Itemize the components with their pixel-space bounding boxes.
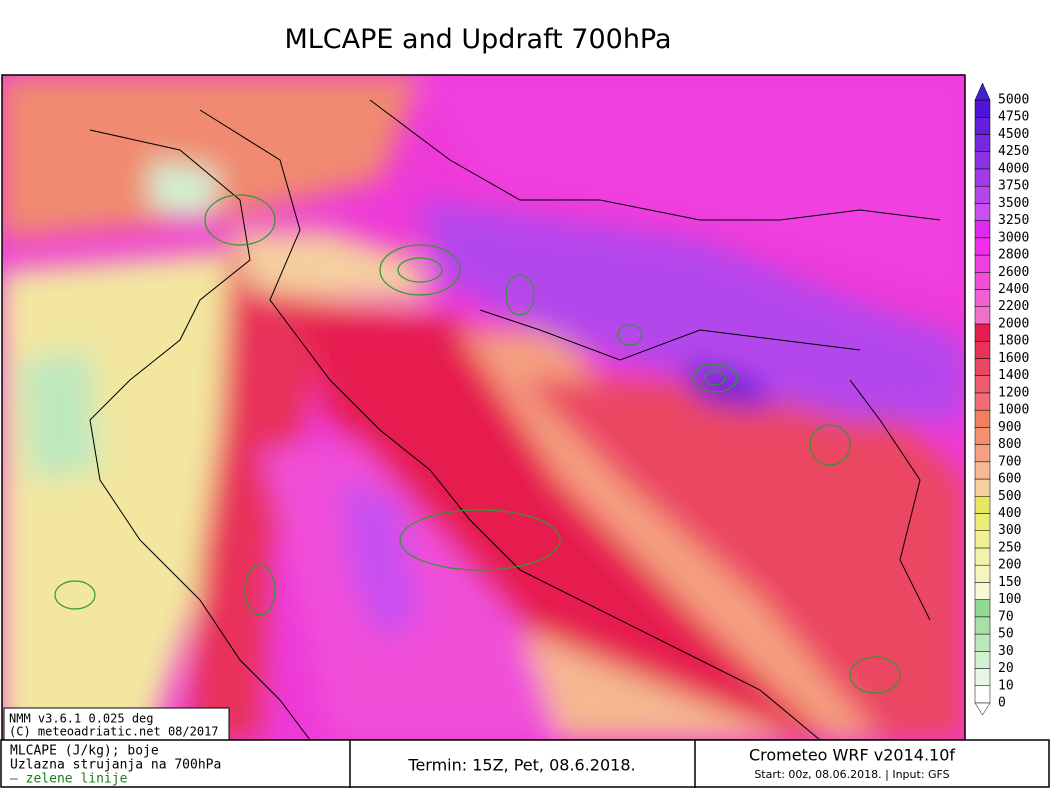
colorbar-label: 2000 (998, 316, 1029, 331)
colorbar-swatch (974, 582, 991, 600)
colorbar-swatch (974, 392, 991, 411)
colorbar-label: 2800 (998, 248, 1029, 263)
colorbar-swatch (974, 168, 991, 187)
copyright-line: (C) meteoadriatic.net 08/2017 (9, 725, 219, 739)
colorbar-label: 30 (998, 644, 1014, 659)
colorbar-label: 0 (998, 696, 1006, 711)
colorbar-label: 3500 (998, 196, 1029, 211)
colorbar-swatch (974, 427, 991, 445)
colorbar-label: 2600 (998, 265, 1029, 280)
colorbar-swatch (974, 289, 991, 307)
colorbar-label: 300 (998, 523, 1021, 538)
colorbar-swatch (974, 496, 991, 514)
colorbar-swatch (974, 306, 991, 325)
colorbar-swatch (974, 237, 991, 256)
footer: MLCAPE (J/kg); boje Uzlazna strujanja na… (0, 739, 1050, 788)
colorbar-label: 3250 (998, 213, 1029, 228)
colorbar-label: 700 (998, 454, 1021, 469)
colorbar-label: 200 (998, 558, 1021, 573)
colorbar-label: 250 (998, 540, 1021, 555)
colorbar-label: 10 (998, 678, 1014, 693)
colorbar-swatch (974, 513, 991, 531)
colorbar: 0 10 20 30 50 70 100 150 200 250 300 400 500 600 700 80… (974, 82, 1029, 716)
colorbar-swatch (974, 134, 991, 152)
colorbar-swatch (974, 409, 991, 428)
colorbar-label: 20 (998, 661, 1014, 676)
colorbar-label: 4250 (998, 144, 1029, 159)
footer-right-title: Crometeo WRF v2014.10f (749, 746, 955, 765)
colorbar-swatch (974, 323, 991, 342)
colorbar-swatch (974, 375, 991, 394)
colorbar-swatch (974, 340, 991, 359)
colorbar-label: 500 (998, 489, 1021, 504)
colorbar-arrow-bottom (974, 702, 991, 716)
footer-middle: Termin: 15Z, Pet, 08.6.2018. (407, 756, 635, 775)
colorbar-label: 1400 (998, 368, 1029, 383)
colorbar-swatch (974, 358, 991, 376)
colorbar-swatch (974, 444, 991, 463)
colorbar-swatch (974, 203, 991, 221)
footer-right-sub: Start: 00z, 08.06.2018. | Input: GFS (754, 768, 949, 781)
colorbar-label: 4750 (998, 110, 1029, 125)
colorbar-label: 4500 (998, 127, 1029, 142)
colorbar-swatch (974, 651, 991, 669)
colorbar-swatch (974, 633, 991, 652)
colorbar-swatch (974, 478, 991, 497)
colorbar-swatch (974, 530, 991, 549)
colorbar-swatch (974, 616, 991, 635)
footer-left-line: — zelene linije (10, 772, 128, 787)
title: MLCAPE and Updraft 700hPa (284, 24, 671, 55)
colorbar-label: 3000 (998, 230, 1029, 245)
colorbar-swatch (974, 99, 991, 118)
colorbar-swatch (974, 254, 991, 273)
colorbar-label: 1200 (998, 385, 1029, 400)
colorbar-swatch (974, 151, 991, 170)
colorbar-swatch (974, 220, 991, 239)
colorbar-swatch (974, 272, 991, 290)
map (2, 75, 965, 740)
colorbar-label: 3750 (998, 179, 1029, 194)
footer-left-line: Uzlazna strujanja na 700hPa (10, 758, 221, 773)
footer-left-line: MLCAPE (J/kg); boje (10, 744, 159, 759)
colorbar-label: 800 (998, 437, 1021, 452)
colorbar-label: 900 (998, 420, 1021, 435)
colorbar-label: 70 (998, 609, 1014, 624)
colorbar-swatch (974, 116, 991, 135)
colorbar-label: 4000 (998, 161, 1029, 176)
colorbar-swatch (974, 599, 991, 618)
colorbar-label: 2200 (998, 299, 1029, 314)
colorbar-swatch (974, 461, 991, 480)
colorbar-label: 1600 (998, 351, 1029, 366)
colorbar-arrow-top (974, 82, 991, 101)
colorbar-label: 1000 (998, 403, 1029, 418)
colorbar-label: 400 (998, 506, 1021, 521)
colorbar-label: 1800 (998, 334, 1029, 349)
colorbar-label: 50 (998, 627, 1014, 642)
colorbar-label: 5000 (998, 93, 1029, 108)
colorbar-label: 2400 (998, 282, 1029, 297)
colorbar-swatch (974, 547, 991, 566)
model-line: NMM v3.6.1 0.025 deg (9, 712, 154, 726)
colorbar-swatch (974, 564, 991, 583)
colorbar-label: 150 (998, 575, 1021, 590)
colorbar-swatch (974, 685, 991, 704)
colorbar-label: 600 (998, 472, 1021, 487)
colorbar-label: 100 (998, 592, 1021, 607)
colorbar-swatch (974, 185, 991, 204)
colorbar-swatch (974, 668, 991, 687)
